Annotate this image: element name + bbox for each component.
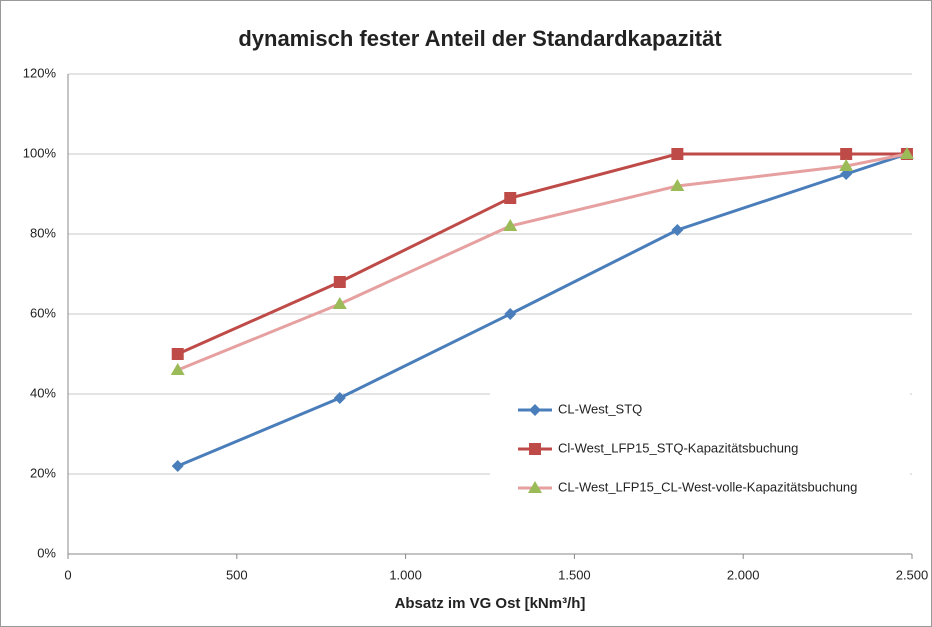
marker — [333, 276, 346, 288]
marker — [333, 392, 346, 404]
marker — [671, 224, 684, 236]
marker — [529, 443, 541, 455]
marker — [503, 219, 518, 231]
chart-title: dynamisch fester Anteil der Standardkapa… — [238, 26, 722, 51]
marker — [332, 297, 347, 309]
series-line — [177, 152, 907, 356]
y-tick-label: 60% — [30, 305, 56, 320]
legend-label: CL-West_LFP15_CL-West-volle-Kapazitätsbu… — [558, 479, 857, 494]
y-tick-label: 80% — [30, 225, 56, 240]
series-line — [177, 152, 908, 468]
marker — [504, 192, 517, 204]
marker — [171, 460, 184, 472]
y-tick-label: 40% — [30, 385, 56, 400]
marker — [170, 363, 185, 375]
marker — [171, 348, 184, 360]
legend-label: Cl-West_LFP15_STQ-Kapazitätsbuchung — [558, 440, 798, 455]
marker — [670, 179, 685, 191]
marker — [840, 148, 853, 160]
marker — [504, 308, 517, 320]
marker — [671, 148, 684, 160]
y-tick-label: 0% — [37, 545, 56, 560]
y-tick-label: 20% — [30, 465, 56, 480]
legend-label: CL-West_STQ — [558, 401, 642, 416]
x-tick-label: 1.500 — [558, 567, 591, 582]
series-line — [177, 152, 908, 372]
marker — [529, 404, 541, 416]
x-axis-label: Absatz im VG Ost [kNm³/h] — [395, 595, 586, 612]
y-tick-label: 100% — [23, 145, 57, 160]
x-tick-label: 2.000 — [727, 567, 760, 582]
marker — [839, 159, 854, 171]
marker — [528, 481, 542, 493]
marker — [899, 147, 914, 159]
legend-box — [490, 388, 910, 513]
x-tick-label: 1.000 — [389, 567, 422, 582]
x-tick-label: 0 — [64, 567, 71, 582]
x-tick-label: 2.500 — [896, 567, 929, 582]
y-tick-label: 120% — [23, 65, 57, 80]
x-tick-label: 500 — [226, 567, 248, 582]
